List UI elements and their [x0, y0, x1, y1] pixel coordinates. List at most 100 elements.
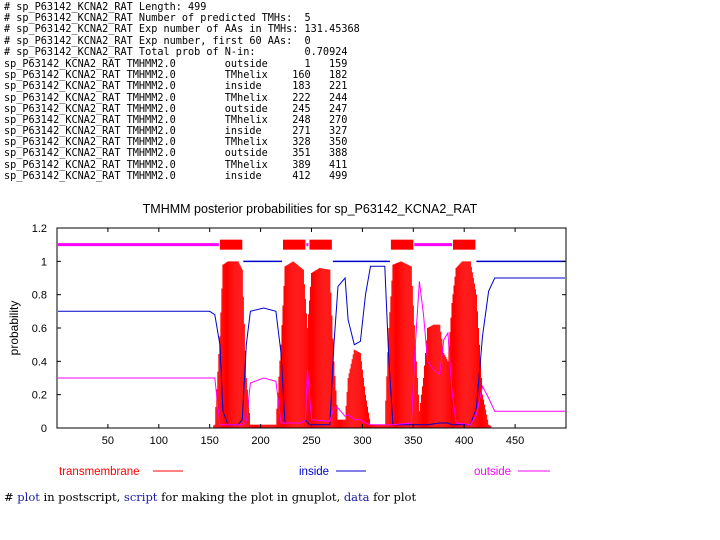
summary-cell-method: TMHMM2.0	[126, 148, 176, 160]
series-layer	[58, 261, 565, 428]
tmhmm-summary: # sp_P63142_KCNA2_RAT Length: 499 # sp_P6…	[4, 2, 604, 182]
summary-row: sp_P63142_KCNA2_RAT TMHMM2.0 inside 412 49…	[4, 171, 604, 182]
topology-tmhelix-block	[309, 239, 332, 250]
summary-cell-start: 389	[292, 159, 311, 171]
y-tick-label: 0.4	[32, 356, 47, 368]
summary-cell-start: 351	[292, 148, 311, 160]
summary-row: sp_P63142_KCNA2_RAT TMHMM2.0 TMhelix 222 2…	[4, 93, 604, 104]
summary-cell-seq: sp_P63142_KCNA2_RAT	[4, 81, 121, 93]
summary-cell-end: 159	[329, 58, 348, 70]
summary-header-line: # sp_P63142_KCNA2_RAT Total prob of N-in…	[4, 46, 348, 58]
summary-cell-method: TMHMM2.0	[126, 159, 176, 171]
summary-cell-region: TMhelix	[224, 70, 268, 82]
x-tick-label: 300	[353, 435, 371, 447]
summary-cell-method: TMHMM2.0	[126, 170, 176, 182]
summary-header-line: # sp_P63142_KCNA2_RAT Length: 499	[4, 2, 207, 13]
summary-row: sp_P63142_KCNA2_RAT TMHMM2.0 outside 1 159	[4, 59, 604, 70]
summary-cell-end: 270	[329, 114, 348, 126]
summary-cell-start: 1	[304, 58, 311, 70]
summary-cell-end: 182	[329, 70, 348, 82]
script-link[interactable]: script	[123, 490, 158, 504]
topology-tmhelix-block	[219, 239, 243, 250]
summary-cell-end: 221	[329, 81, 348, 93]
y-tick-label: 0.2	[32, 390, 47, 402]
summary-row: sp_P63142_KCNA2_RAT TMHMM2.0 inside 271 32…	[4, 126, 604, 137]
summary-cell-seq: sp_P63142_KCNA2_RAT	[4, 92, 121, 104]
x-tick-label: 150	[201, 435, 219, 447]
x-tick-label: 400	[455, 435, 473, 447]
series-outside-line	[58, 281, 565, 426]
summary-header-line: # sp_P63142_KCNA2_RAT Exp number of AAs …	[4, 24, 360, 36]
summary-cell-region: outside	[224, 58, 268, 70]
summary-row: sp_P63142_KCNA2_RAT TMHMM2.0 outside 351 3…	[4, 148, 604, 159]
summary-cell-start: 245	[292, 103, 311, 115]
legend: transmembrane inside outside	[59, 466, 550, 478]
summary-cell-start: 222	[292, 92, 311, 104]
summary-cell-seq: sp_P63142_KCNA2_RAT	[4, 159, 121, 171]
summary-cell-region: outside	[224, 103, 268, 115]
summary-row: sp_P63142_KCNA2_RAT TMHMM2.0 TMhelix 389 4…	[4, 160, 604, 171]
summary-cell-seq: sp_P63142_KCNA2_RAT	[4, 58, 121, 70]
summary-row: sp_P63142_KCNA2_RAT TMHMM2.0 TMhelix 328 3…	[4, 137, 604, 148]
summary-cell-end: 388	[329, 148, 348, 160]
summary-cell-method: TMHMM2.0	[126, 81, 176, 93]
y-tick-label: 0.8	[32, 290, 47, 302]
summary-cell-seq: sp_P63142_KCNA2_RAT	[4, 114, 121, 126]
summary-cell-region: TMhelix	[224, 114, 268, 126]
summary-cell-method: TMHMM2.0	[126, 137, 176, 149]
summary-cell-seq: sp_P63142_KCNA2_RAT	[4, 126, 121, 138]
legend-inside-label: inside	[299, 466, 329, 478]
summary-cell-method: TMHMM2.0	[126, 92, 176, 104]
x-tick-label: 200	[251, 435, 269, 447]
summary-cell-start: 412	[292, 170, 311, 182]
summary-cell-seq: sp_P63142_KCNA2_RAT	[4, 148, 121, 160]
y-axis-label: probability	[7, 301, 21, 356]
summary-cell-method: TMHMM2.0	[126, 58, 176, 70]
footer-hash: #	[4, 490, 14, 504]
summary-cell-start: 271	[292, 126, 311, 138]
y-tick-label: 0.6	[32, 323, 47, 335]
summary-cell-region: outside	[224, 148, 268, 160]
summary-cell-end: 411	[329, 159, 348, 171]
x-tick-label: 250	[302, 435, 320, 447]
topology-bar	[58, 239, 565, 263]
summary-cell-start: 248	[292, 114, 311, 126]
topology-tmhelix-block	[453, 239, 476, 250]
probability-plot: TMHMM posterior probabilities for sp_P63…	[7, 202, 567, 478]
summary-cell-start: 160	[292, 70, 311, 82]
footer-text-1: in postscript,	[43, 490, 121, 504]
series-transmembrane	[213, 261, 492, 428]
plot-link[interactable]: plot	[17, 490, 40, 504]
summary-cell-method: TMHMM2.0	[126, 103, 176, 115]
summary-cell-region: TMhelix	[224, 137, 268, 149]
summary-cell-region: inside	[224, 81, 262, 93]
y-tick-label: 0	[41, 423, 47, 435]
x-tick-label: 100	[150, 435, 168, 447]
topology-tmhelix-block	[282, 239, 306, 250]
x-tick-label: 350	[404, 435, 422, 447]
summary-row: sp_P63142_KCNA2_RAT TMHMM2.0 TMhelix 160 1…	[4, 70, 604, 81]
y-tick-label: 1.2	[32, 223, 47, 235]
summary-row: sp_P63142_KCNA2_RAT TMHMM2.0 TMhelix 248 2…	[4, 115, 604, 126]
summary-cell-seq: sp_P63142_KCNA2_RAT	[4, 170, 121, 182]
summary-cell-method: TMHMM2.0	[126, 126, 176, 138]
summary-row: sp_P63142_KCNA2_RAT TMHMM2.0 inside 183 22…	[4, 81, 604, 92]
legend-transmembrane-label: transmembrane	[59, 466, 140, 478]
data-link[interactable]: data	[343, 490, 370, 504]
summary-cell-end: 350	[329, 137, 348, 149]
x-tick-label: 450	[506, 435, 524, 447]
summary-cell-end: 244	[329, 92, 348, 104]
footer-text-2: for making the plot in gnuplot,	[161, 490, 341, 504]
summary-cell-region: inside	[224, 126, 262, 138]
summary-cell-end: 247	[329, 103, 348, 115]
plot-title: TMHMM posterior probabilities for sp_P63…	[143, 202, 478, 216]
summary-cell-end: 499	[329, 170, 348, 182]
summary-cell-seq: sp_P63142_KCNA2_RAT	[4, 103, 121, 115]
legend-outside-label: outside	[474, 466, 511, 478]
topology-tmhelix-block	[390, 239, 414, 250]
summary-cell-region: inside	[224, 170, 262, 182]
summary-header-line: # sp_P63142_KCNA2_RAT Exp number, first …	[4, 35, 311, 47]
summary-cell-seq: sp_P63142_KCNA2_RAT	[4, 70, 121, 82]
summary-cell-method: TMHMM2.0	[126, 114, 176, 126]
footer-links: # plot in postscript, script for making …	[4, 490, 416, 504]
